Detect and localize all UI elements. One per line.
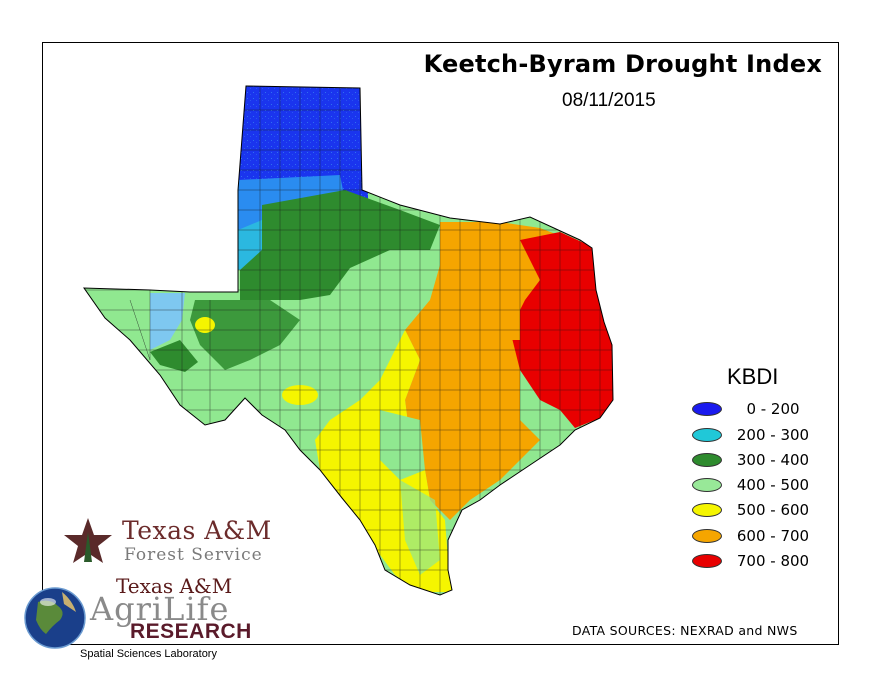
legend-item: 400 - 500 [692,475,809,495]
legend-swatch [692,453,722,467]
legend-swatch [692,503,722,517]
globe-icon [24,587,86,649]
legend-swatch [692,554,722,568]
legend-range: 500 - 600 [736,501,810,519]
legend-item: 600 - 700 [692,526,809,546]
data-sources: DATA SOURCES: NEXRAD and NWS [572,623,798,638]
legend-range: 700 - 800 [736,552,810,570]
agrilife-logo-line2: AgriLife [90,590,230,628]
legend-range: 300 - 400 [736,451,810,469]
texas-am-star-logo [64,518,112,563]
map-title: Keetch-Byram Drought Index [423,50,822,78]
legend-range: 600 - 700 [736,527,810,545]
legend-item: 300 - 400 [692,450,809,470]
legend-range: 0 - 200 [746,400,800,418]
forest-service-logo-line1: Texas A&M [122,516,272,545]
legend-swatch [692,428,722,442]
legend-swatch [692,478,722,492]
legend-item: 500 - 600 [692,500,809,520]
legend-item: 700 - 800 [692,551,809,571]
legend-range: 400 - 500 [736,476,810,494]
legend-range: 200 - 300 [736,426,810,444]
lab-name: Spatial Sciences Laboratory [80,648,217,660]
legend-swatch [692,402,722,416]
agrilife-logo-line1: Texas A&M [116,574,233,598]
forest-service-logo-line2: Forest Service [124,545,263,565]
legend-item: 200 - 300 [692,425,809,445]
agrilife-logo-line3: RESEARCH [130,620,252,643]
legend-title: KBDI [727,364,779,389]
map-date: 08/11/2015 [562,90,656,111]
legend-item: 0 - 200 [692,399,800,419]
legend-swatch [692,529,722,543]
